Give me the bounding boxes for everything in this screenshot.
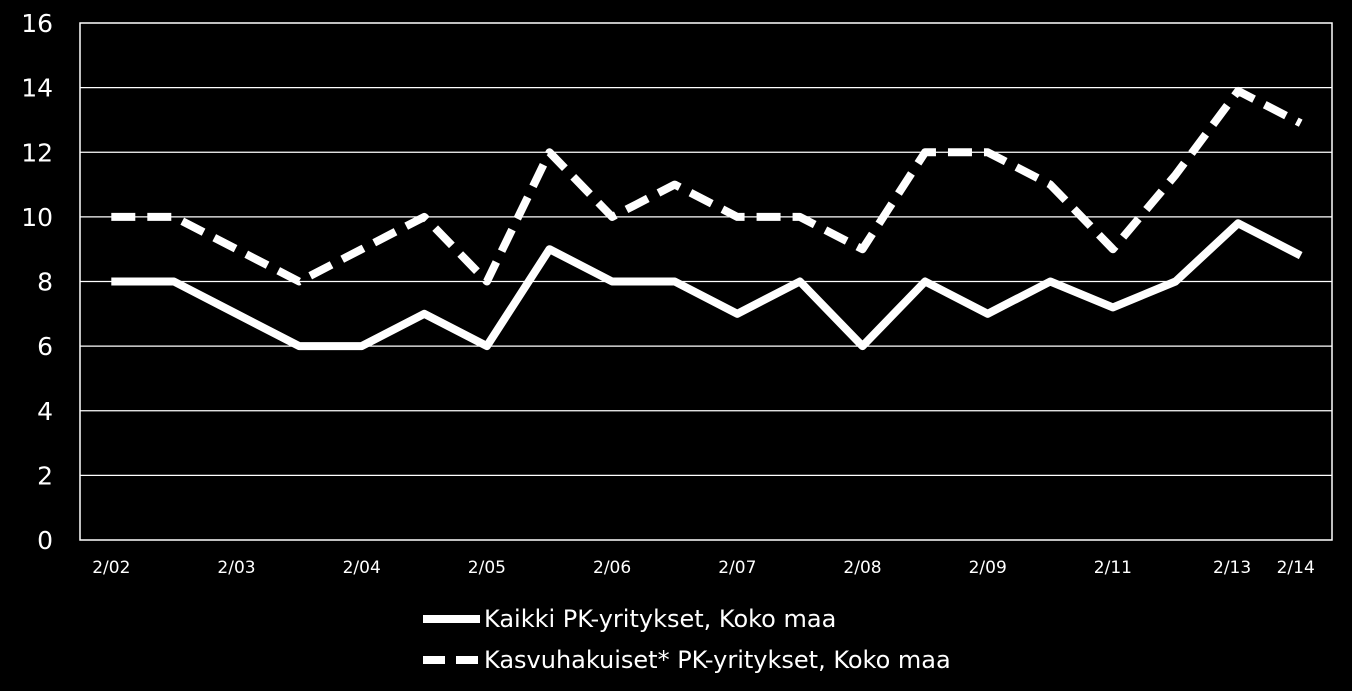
x-tick-label: 2/13 bbox=[1213, 558, 1251, 578]
x-tick-label: 2/11 bbox=[1094, 558, 1132, 578]
series-line-dashed bbox=[111, 86, 1303, 286]
x-tick-label: 2/05 bbox=[468, 558, 506, 578]
y-tick-label: 0 bbox=[37, 526, 53, 555]
x-tick-label: 2/08 bbox=[843, 558, 881, 578]
x-tick-label: 2/02 bbox=[92, 558, 130, 578]
y-tick-label: 6 bbox=[37, 332, 53, 361]
x-tick-label: 2/14 bbox=[1277, 558, 1315, 578]
legend-label-kasvuhakuiset: Kasvuhakuiset* PK-yritykset, Koko maa bbox=[484, 646, 951, 674]
y-tick-label: 12 bbox=[21, 138, 53, 167]
y-tick-label: 16 bbox=[21, 9, 53, 38]
series-lines bbox=[111, 86, 1303, 351]
x-tick-label: 2/09 bbox=[969, 558, 1007, 578]
y-tick-label: 14 bbox=[21, 74, 53, 103]
y-tick-label: 10 bbox=[21, 203, 53, 232]
y-tick-label: 2 bbox=[37, 461, 53, 490]
x-tick-label: 2/06 bbox=[593, 558, 631, 578]
x-tick-label: 2/03 bbox=[217, 558, 255, 578]
x-tick-label: 2/04 bbox=[343, 558, 381, 578]
y-tick-label: 8 bbox=[37, 268, 53, 297]
legend-label-kaikki: Kaikki PK-yritykset, Koko maa bbox=[484, 605, 836, 633]
legend: Kaikki PK-yritykset, Koko maa Kasvuhakui… bbox=[423, 605, 951, 674]
plot-area bbox=[79, 22, 1333, 541]
grid-lines bbox=[80, 87, 1332, 476]
y-tick-label: 4 bbox=[37, 397, 53, 426]
x-axis-tick-labels: 2/02 2/03 2/04 2/05 2/06 2/07 2/08 2/09 2/11 2/13… bbox=[92, 558, 1315, 578]
x-tick-label: 2/07 bbox=[718, 558, 756, 578]
series-line-solid bbox=[111, 219, 1303, 351]
y-axis-tick-labels: 0 2 4 6 8 10 12 14 16 bbox=[21, 9, 53, 555]
